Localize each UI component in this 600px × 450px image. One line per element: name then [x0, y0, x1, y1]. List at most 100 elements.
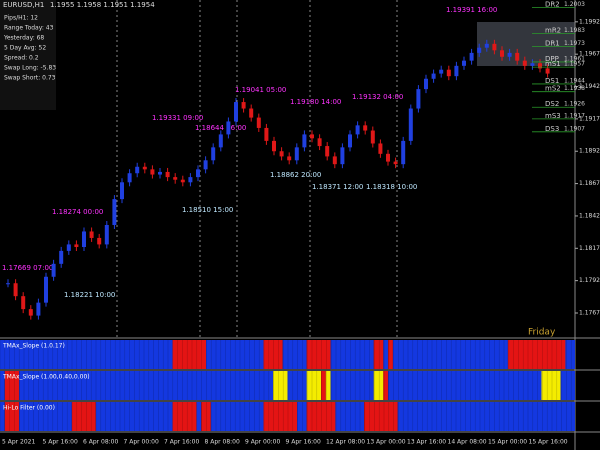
date-label: 13 Apr 16:00 [407, 439, 446, 446]
candle [89, 231, 94, 238]
price-tick-label: 1.1942 [579, 83, 600, 90]
candle [165, 171, 170, 178]
candle [241, 102, 246, 109]
state-segment [383, 340, 389, 369]
candle [142, 166, 147, 170]
candle [363, 125, 368, 131]
candle [218, 134, 223, 148]
panel-label: TMAx_Slope (1.0.17) [2, 343, 65, 350]
state-segment [325, 371, 331, 400]
pivot-value: 1.1944 [564, 77, 585, 84]
state-segment [388, 371, 542, 400]
pivot-value: 1.1961 [564, 55, 585, 62]
state-segment [335, 402, 365, 431]
info-line: Swap Long: -5.83 [4, 65, 56, 72]
date-label: 8 Apr 08:00 [205, 439, 240, 446]
state-segment [19, 371, 274, 400]
annotation: 1.18510 15:00 [182, 206, 233, 214]
pivot-name: DPP [545, 55, 559, 63]
price-tick-label: 1.1817 [579, 245, 600, 252]
pivot-value: 1.1907 [564, 125, 585, 132]
state-segment [0, 371, 5, 400]
state-segment [297, 402, 307, 431]
candle [477, 47, 482, 53]
pivot-name: mR2 [545, 26, 561, 34]
annotation: 1.18644 16:00 [195, 124, 246, 132]
pivot-value: 1.1917 [564, 112, 585, 119]
candle [287, 156, 292, 161]
info-line: Spread: 0.2 [4, 55, 39, 62]
state-segment [273, 371, 288, 400]
candle [325, 146, 330, 157]
candle [51, 263, 56, 277]
state-segment [330, 340, 374, 369]
header-symbol: EURUSD,H1 [3, 1, 44, 9]
state-segment [206, 340, 264, 369]
candle [150, 169, 155, 175]
info-line: Range Today: 43 [4, 25, 54, 32]
state-segment [201, 402, 211, 431]
date-label: 9 Apr 16:00 [286, 439, 321, 446]
annotation: 1.18221 10:00 [64, 291, 115, 299]
candle [393, 161, 398, 165]
annotation: 1.18318 10:00 [366, 183, 417, 191]
date-label: 13 Apr 00:00 [367, 439, 406, 446]
candle [530, 63, 535, 66]
date-label: 7 Apr 00:00 [124, 439, 159, 446]
state-segment [0, 340, 173, 369]
state-segment [306, 340, 331, 369]
pivot-name: DR1 [545, 39, 560, 47]
candle [256, 117, 261, 128]
candle [348, 134, 352, 148]
state-segment [287, 371, 307, 400]
state-segment [95, 402, 173, 431]
state-segment [71, 402, 96, 431]
candle [135, 166, 140, 174]
state-segment [172, 402, 197, 431]
candle [173, 177, 178, 180]
date-label: 6 Apr 08:00 [83, 439, 118, 446]
candle [112, 199, 117, 225]
candle [492, 43, 497, 51]
info-line: Swap Short: 0.73 [4, 75, 56, 82]
candle [249, 108, 254, 118]
candle [484, 43, 489, 48]
state-segment [19, 402, 72, 431]
state-segment [383, 371, 389, 400]
info-line: Pips/H1: 12 [4, 15, 38, 22]
candle [462, 60, 466, 66]
candle [104, 225, 109, 245]
candle [21, 296, 26, 310]
pivot-value: 1.1926 [564, 101, 585, 108]
candle [28, 309, 33, 316]
candle [82, 231, 86, 247]
candle [66, 244, 71, 251]
info-line: Yesterday: 68 [3, 35, 44, 42]
annotation: 1.18862 20:00 [270, 171, 321, 179]
candle [431, 73, 436, 79]
candle [211, 147, 216, 161]
candle [378, 143, 383, 154]
header-ohlc: 1.1955 1.1958 1.1951 1.1954 [50, 1, 155, 9]
state-segment [321, 371, 326, 400]
candle [416, 89, 421, 109]
candle [332, 156, 337, 165]
candle [264, 127, 269, 141]
state-segment [282, 340, 307, 369]
candle [127, 173, 132, 183]
pivot-name: mS2 [545, 85, 561, 93]
candle [424, 78, 428, 90]
date-label: 7 Apr 16:00 [164, 439, 199, 446]
candle [408, 108, 413, 141]
price-tick-label: 1.1792 [579, 277, 600, 284]
state-segment [0, 402, 5, 431]
state-segment [4, 371, 20, 400]
state-segment [373, 371, 384, 400]
candle [36, 302, 41, 316]
date-label: 9 Apr 00:00 [245, 439, 280, 446]
candle [203, 160, 208, 170]
state-segment [172, 340, 207, 369]
date-label: 5 Apr 2021 [2, 439, 35, 446]
annotation: 1.17669 07:00 [2, 264, 53, 272]
